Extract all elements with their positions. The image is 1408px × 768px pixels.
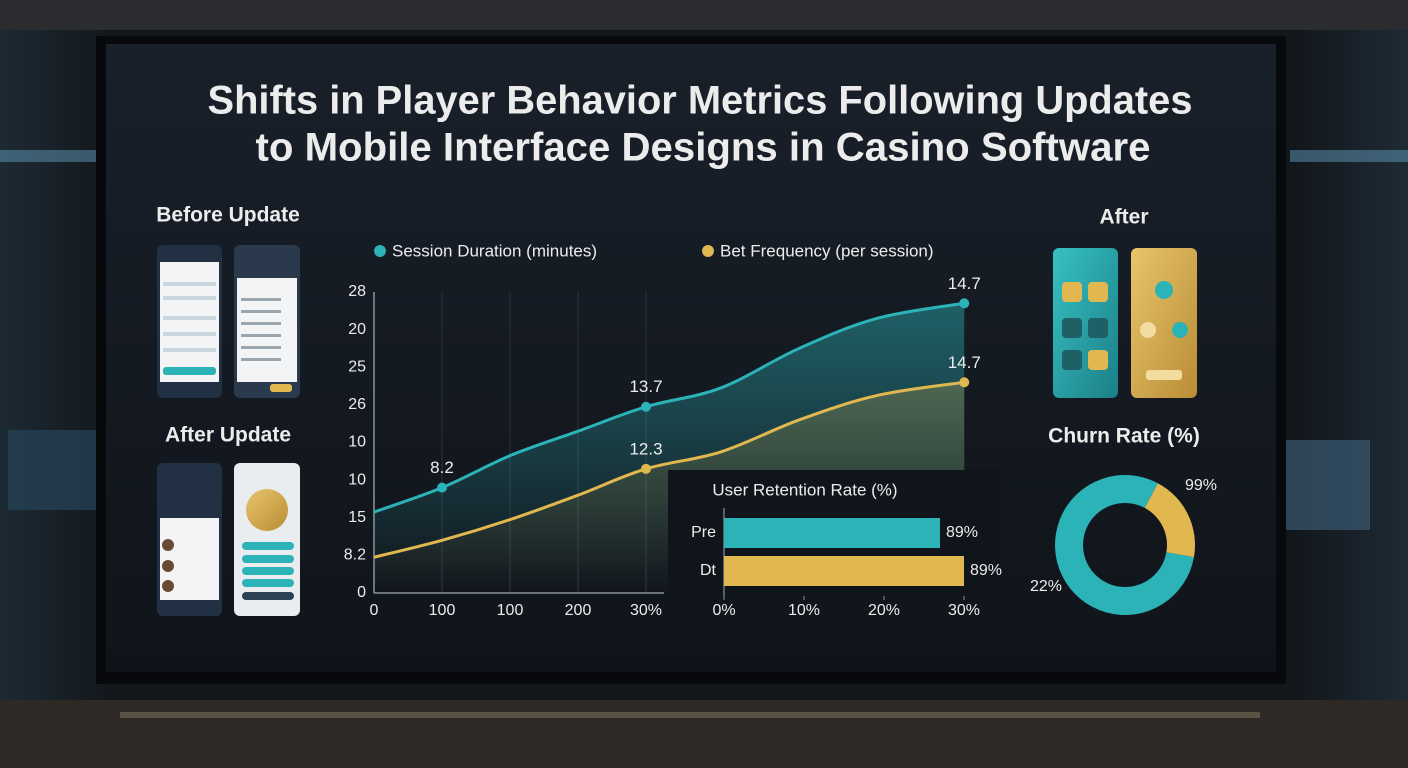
phone-mockup (1131, 248, 1197, 398)
legend-swatch (702, 245, 714, 257)
x-tick-label: 0 (370, 602, 379, 619)
annotation: 14.7 (948, 274, 981, 293)
y-tick-label: 25 (348, 358, 366, 375)
x-tick-label: 30% (948, 602, 980, 619)
phone-mockup (234, 463, 300, 616)
x-tick-label: 200 (565, 602, 592, 619)
ledge-light (120, 712, 1260, 718)
annotation: 13.7 (629, 377, 662, 396)
floor-wall (0, 700, 1408, 768)
x-tick-label: 20% (868, 602, 900, 619)
annotation: 14.7 (948, 353, 981, 372)
title-line: to Mobile Interface Designs in Casino So… (256, 126, 1151, 170)
bar (724, 518, 940, 548)
title-line: Shifts in Player Behavior Metrics Follow… (208, 79, 1193, 123)
phone-mockup (157, 245, 222, 398)
x-tick-label: 10% (788, 602, 820, 619)
category-label: Dt (700, 562, 717, 579)
category-label: Pre (691, 524, 716, 541)
chart-title: User Retention Rate (%) (712, 480, 897, 499)
y-tick-label: 0 (357, 584, 366, 601)
light-strip (0, 150, 100, 162)
light-strip (1290, 150, 1408, 162)
monitor-left (8, 430, 96, 510)
ceiling (0, 0, 1408, 30)
y-tick-label: 8.2 (344, 547, 366, 564)
chart-title: Churn Rate (%) (1048, 425, 1200, 448)
monitor-right (1286, 440, 1370, 530)
phone-mockup (157, 463, 222, 616)
pie-segment (1055, 474, 1194, 615)
annotation: 8.2 (430, 458, 454, 477)
panel-label: After (1099, 206, 1148, 229)
charts: Session Duration (minutes) Bet Frequency … (344, 241, 1217, 619)
y-tick-label: 15 (348, 509, 366, 526)
y-tick-label: 10 (348, 434, 366, 451)
point (641, 463, 651, 474)
phone-mockup (1053, 248, 1118, 398)
annotation: 12.3 (629, 439, 662, 458)
x-tick-label: 0% (712, 602, 735, 619)
legend-label: Session Duration (minutes) (392, 241, 597, 260)
legend-label: Bet Frequency (per session) (720, 241, 934, 260)
bar (724, 556, 964, 586)
y-tick-label: 10 (348, 471, 366, 488)
y-tick-label: 28 (348, 283, 366, 300)
phone-mockup (234, 245, 300, 398)
y-tick-label: 20 (348, 321, 366, 338)
bar-label: 89% (970, 562, 1002, 579)
y-tick-label: 26 (348, 396, 366, 413)
segment-label: 99% (1185, 477, 1217, 494)
point (437, 482, 447, 493)
x-tick-label: 100 (429, 602, 456, 619)
point (959, 377, 970, 388)
segment-label: 22% (1030, 578, 1062, 595)
x-tick-label: 100 (497, 602, 524, 619)
x-tick-label: 30% (630, 602, 662, 619)
point (641, 401, 651, 412)
panel-label: After Update (165, 424, 291, 447)
bar-label: 89% (946, 524, 978, 541)
legend-swatch (374, 245, 386, 257)
pie-segment (1144, 483, 1196, 558)
panel-label: Before Update (156, 204, 300, 227)
point (959, 298, 970, 309)
